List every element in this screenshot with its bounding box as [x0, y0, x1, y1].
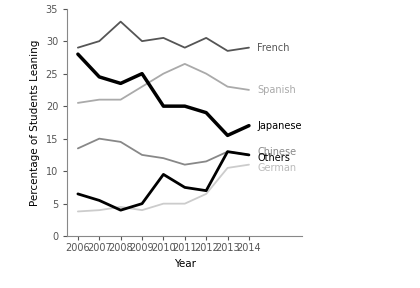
Text: German: German [257, 163, 297, 173]
Text: Spanish: Spanish [257, 85, 296, 95]
X-axis label: Year: Year [174, 259, 196, 269]
Text: Japanese: Japanese [257, 121, 302, 131]
Text: Chinese: Chinese [257, 147, 297, 157]
Text: French: French [257, 43, 290, 53]
Text: Others: Others [257, 153, 290, 163]
Y-axis label: Percentage of Students Leaning: Percentage of Students Leaning [30, 39, 40, 206]
